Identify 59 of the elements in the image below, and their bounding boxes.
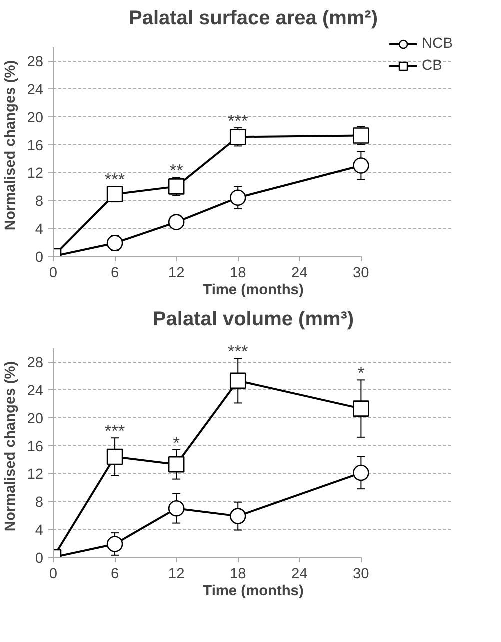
x-tick-label: 24 — [292, 266, 308, 282]
y-tick-label: 20 — [27, 411, 44, 428]
point — [353, 400, 370, 417]
point — [106, 536, 124, 552]
x-tick-label: 18 — [230, 266, 246, 282]
x-tick-label: 12 — [168, 266, 185, 282]
point — [230, 372, 246, 390]
point — [353, 128, 370, 144]
y-tick-label: 4 — [35, 222, 44, 238]
point — [168, 178, 185, 195]
y-tick-label: 12 — [27, 166, 44, 182]
x-tick-label: 30 — [353, 566, 370, 582]
x-tick-label: 24 — [292, 566, 308, 582]
x-tick-label: 18 — [230, 566, 246, 582]
point — [168, 456, 185, 473]
x-tick-label: 6 — [110, 266, 120, 282]
annotation: *** — [104, 170, 126, 190]
annotation: *** — [104, 421, 126, 442]
chart-title: Palatal surface area (mm²) — [129, 8, 378, 30]
y-tick-label: 0 — [35, 250, 44, 266]
y-tick-label: 0 — [35, 551, 44, 567]
y-tick-label: 4 — [35, 523, 44, 540]
x-tick-label: 0 — [49, 566, 58, 582]
annotation: *** — [228, 111, 248, 132]
annotation: * — [358, 363, 365, 384]
x-tick-label: 0 — [49, 266, 58, 282]
y-tick-label: 24 — [27, 383, 44, 400]
legend-label: CB — [422, 58, 442, 74]
annotation: *** — [228, 342, 248, 362]
annotation: * — [173, 432, 180, 453]
point — [230, 128, 246, 146]
point — [106, 186, 124, 203]
point — [168, 214, 185, 230]
point — [230, 190, 246, 206]
y-tick-label: 16 — [27, 138, 44, 154]
y-tick-label: 28 — [27, 54, 44, 71]
chart-title: Palatal volume (mm³) — [152, 308, 354, 330]
annotation: ** — [170, 160, 184, 181]
x-tick-label: 30 — [353, 266, 370, 282]
point — [106, 448, 124, 466]
point — [230, 508, 246, 524]
y-tick-label: 8 — [35, 194, 44, 210]
x-axis-title: Time (months) — [203, 584, 304, 600]
x-tick-label: 12 — [168, 566, 185, 582]
x-tick-label: 6 — [110, 566, 120, 582]
y-tick-label: 28 — [27, 356, 44, 372]
y-tick-label: 16 — [27, 439, 44, 456]
y-axis-title: Normalised changes (%) — [3, 60, 20, 231]
point — [106, 235, 124, 252]
point — [168, 500, 185, 517]
point — [353, 464, 370, 482]
y-tick-label: 20 — [27, 110, 44, 126]
y-tick-label: 8 — [35, 495, 44, 512]
x-axis-title: Time (months) — [203, 282, 304, 298]
point — [353, 158, 370, 174]
legend-label: NCB — [422, 36, 453, 52]
y-tick-label: 24 — [27, 82, 44, 98]
y-axis-title: Normalised changes (%) — [3, 361, 20, 532]
y-tick-label: 12 — [27, 467, 44, 484]
